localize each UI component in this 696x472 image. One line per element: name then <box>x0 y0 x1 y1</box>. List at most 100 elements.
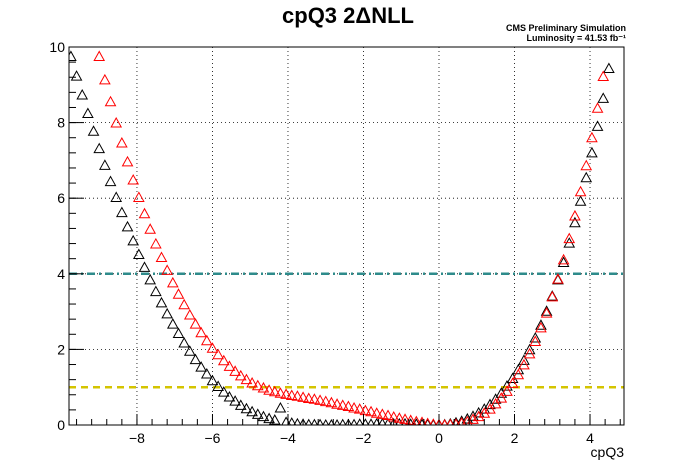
data-point <box>586 131 598 143</box>
data-point <box>195 361 207 372</box>
data-point <box>240 373 253 385</box>
data-point <box>104 175 117 187</box>
data-point <box>234 369 247 381</box>
data-point <box>336 399 349 410</box>
x-axis-label: cpQ3 <box>591 444 625 460</box>
data-point <box>546 290 559 302</box>
data-point <box>149 285 162 297</box>
luminosity-label: Luminosity = 41.53 fb⁻¹ <box>526 33 626 43</box>
y-tick-label: 4 <box>57 266 65 282</box>
data-point <box>518 358 530 370</box>
data-point <box>280 388 292 399</box>
data-point <box>523 343 536 355</box>
x-tick-label: 4 <box>586 430 594 446</box>
data-point <box>166 276 179 288</box>
data-point <box>378 417 387 425</box>
data-point <box>316 418 324 425</box>
reference-lines <box>69 272 624 389</box>
data-point <box>217 386 230 397</box>
data-point <box>331 398 343 409</box>
data-point <box>361 418 370 425</box>
data-point <box>110 116 123 128</box>
x-tick-label: 2 <box>511 430 519 446</box>
data-point <box>429 418 438 425</box>
data-point <box>104 95 117 107</box>
data-point <box>540 307 553 318</box>
data-point <box>166 318 179 329</box>
data-point <box>155 296 168 308</box>
data-point <box>569 216 581 228</box>
data-point <box>132 248 145 260</box>
x-tick-label: 0 <box>435 430 443 446</box>
data-point <box>393 412 406 423</box>
data-point <box>372 417 381 425</box>
data-point <box>305 418 313 425</box>
data-point <box>344 418 352 425</box>
data-point <box>365 405 377 417</box>
data-point <box>467 413 479 424</box>
data-point <box>144 223 157 234</box>
y-tick-label: 0 <box>57 417 65 433</box>
data-point <box>285 389 298 401</box>
data-point <box>274 387 287 398</box>
data-point <box>552 273 564 285</box>
data-point <box>495 392 508 403</box>
data-point <box>501 385 513 396</box>
data-point <box>263 412 275 424</box>
data-point <box>310 418 318 425</box>
data-point <box>69 50 77 61</box>
data-point <box>399 413 411 424</box>
data-point <box>353 403 366 414</box>
data-point <box>200 334 213 346</box>
axis-ticks: −8 −6 −4 −2 0 2 4 0 2 4 6 8 10 <box>49 39 621 446</box>
chart-title: cpQ3 2ΔNLL <box>282 3 414 28</box>
data-point <box>246 405 258 417</box>
data-point <box>597 70 610 81</box>
data-point <box>557 256 570 267</box>
data-point <box>251 408 264 419</box>
data-point <box>382 409 394 421</box>
data-point <box>435 418 443 425</box>
data-point <box>523 347 536 359</box>
data-point <box>127 234 140 246</box>
data-point <box>384 417 393 425</box>
data-point <box>472 406 485 418</box>
data-point <box>121 155 134 167</box>
y-tick-label: 10 <box>49 39 65 55</box>
data-point <box>263 384 275 395</box>
data-point <box>557 253 570 265</box>
data-point <box>370 407 383 418</box>
data-point <box>240 402 253 414</box>
data-point <box>229 365 241 376</box>
data-point <box>212 348 224 360</box>
data-point <box>82 107 94 119</box>
data-point <box>325 396 338 408</box>
data-point <box>355 418 364 425</box>
data-point <box>206 374 219 386</box>
data-point <box>404 414 417 425</box>
data-point <box>189 353 202 365</box>
data-point <box>234 399 247 410</box>
data-point <box>456 415 468 425</box>
data-point <box>472 410 485 422</box>
series-1 <box>93 47 615 425</box>
data-point <box>268 385 281 397</box>
y-tick-label: 8 <box>57 115 65 131</box>
data-point <box>149 237 162 249</box>
data-point <box>411 415 422 425</box>
data-point <box>229 395 241 406</box>
data-point <box>535 321 547 333</box>
data-point <box>223 360 236 371</box>
data-point <box>299 418 307 425</box>
data-point <box>87 125 100 136</box>
data-point <box>501 380 513 391</box>
data-point <box>212 380 224 391</box>
data-point <box>389 417 398 425</box>
data-point <box>138 207 151 219</box>
data-point <box>376 408 389 419</box>
data-point <box>99 73 111 85</box>
data-point <box>512 368 525 380</box>
data-point <box>339 418 347 425</box>
data-point <box>155 251 168 263</box>
